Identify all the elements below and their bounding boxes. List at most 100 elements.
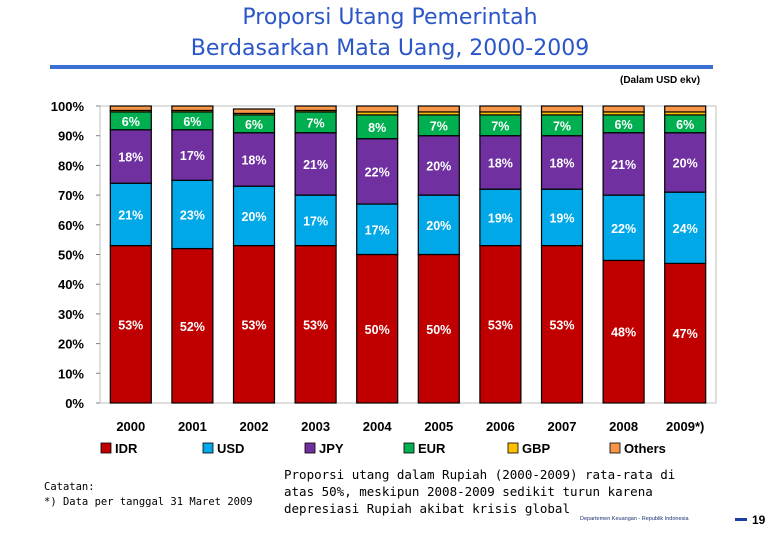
data-label-eur: 8% (368, 121, 386, 135)
data-label-eur: 6% (245, 118, 263, 132)
data-label-eur: 7% (307, 116, 325, 130)
title-line-2: Berdasarkan Mata Uang, 2000-2009 (190, 36, 590, 61)
data-label-idr: 50% (365, 323, 390, 337)
bar-usd (417, 194, 460, 256)
bar-idr (171, 247, 214, 404)
footnote: Catatan: *) Data per tanggal 31 Maret 20… (44, 480, 253, 510)
bar-usd (479, 188, 522, 247)
bar-idr (664, 262, 707, 404)
data-label-idr: 50% (426, 323, 451, 337)
bar-jpy (417, 135, 460, 196)
x-tick-label: 2000 (116, 419, 145, 434)
department-label: Departemen Keuangan - Republik Indonesia (580, 516, 689, 522)
legend-swatch-others (609, 442, 621, 454)
bar-others (417, 105, 460, 113)
bar-idr (294, 244, 337, 404)
data-label-idr: 48% (611, 326, 636, 340)
page-number: 19 (752, 513, 766, 527)
x-tick-label: 2007 (548, 419, 577, 434)
y-tick-label: 20% (58, 337, 84, 352)
bar-others (232, 108, 276, 115)
x-tick-label: 2004 (363, 419, 393, 434)
data-label-idr: 53% (303, 318, 328, 332)
caption-text: Proporsi utang dalam Rupiah (2000-2009) … (284, 467, 676, 516)
legend-label-gbp: GBP (522, 441, 551, 456)
bar-others (602, 105, 645, 113)
data-label-usd: 24% (673, 222, 698, 236)
data-label-idr: 47% (673, 327, 698, 341)
data-label-idr: 53% (241, 318, 266, 332)
bar-jpy (294, 132, 337, 196)
data-label-idr: 53% (488, 318, 513, 332)
y-tick-label: 60% (58, 218, 84, 233)
bar-usd (540, 188, 584, 247)
y-tick-label: 10% (58, 366, 84, 381)
footnote-text: *) Data per tanggal 31 Maret 2009 (44, 496, 253, 508)
bar-others (109, 105, 152, 112)
legend-swatch-eur (403, 442, 415, 454)
bar-idr (479, 244, 522, 404)
bar-idr (232, 244, 276, 404)
bar-usd (109, 182, 152, 247)
x-tick-label: 2009*) (666, 419, 704, 434)
bar-jpy (109, 129, 152, 184)
data-label-usd: 21% (118, 208, 143, 222)
legend-swatch-gbp (507, 442, 519, 454)
bar-jpy (540, 135, 584, 190)
y-tick-label: 40% (58, 277, 84, 292)
data-label-usd: 20% (426, 219, 451, 233)
x-tick-label: 2002 (240, 419, 269, 434)
bar-usd (294, 194, 337, 247)
legend-swatch-jpy (304, 442, 316, 454)
data-label-jpy: 18% (118, 150, 143, 164)
y-tick-label: 30% (58, 307, 84, 322)
legend-label-jpy: JPY (319, 441, 344, 456)
bar-others (540, 105, 584, 113)
title-divider (50, 65, 713, 69)
data-label-eur: 7% (553, 119, 571, 133)
data-label-usd: 20% (241, 210, 266, 224)
y-tick-label: 70% (58, 188, 84, 203)
x-tick-label: 2008 (609, 419, 638, 434)
bar-jpy (232, 132, 276, 187)
data-label-eur: 7% (491, 119, 509, 133)
data-label-idr: 52% (180, 320, 205, 334)
y-tick-label: 100% (51, 99, 85, 114)
title-line-1: Proporsi Utang Pemerintah (242, 5, 538, 30)
data-label-usd: 17% (303, 214, 328, 228)
legend-label-idr: IDR (115, 441, 138, 456)
y-tick-label: 0% (65, 396, 84, 411)
legend-swatch-idr (100, 442, 112, 454)
data-label-usd: 19% (488, 211, 513, 225)
data-label-usd: 19% (549, 211, 574, 225)
footer-dash (735, 518, 747, 521)
data-label-jpy: 20% (673, 156, 698, 170)
data-label-idr: 53% (118, 318, 143, 332)
bar-others (171, 105, 214, 112)
bar-usd (356, 203, 399, 256)
y-tick-label: 80% (58, 158, 84, 173)
data-label-jpy: 17% (180, 149, 205, 163)
bar-idr (602, 259, 645, 404)
bar-others (294, 105, 337, 112)
data-label-jpy: 21% (303, 158, 328, 172)
data-label-jpy: 20% (426, 159, 451, 173)
bar-jpy (171, 129, 214, 181)
bar-usd (232, 185, 276, 247)
data-label-jpy: 21% (611, 158, 636, 172)
bar-others (664, 105, 707, 113)
bar-usd (664, 191, 707, 265)
y-tick-label: 50% (58, 248, 84, 263)
footnote-heading: Catatan: (44, 481, 95, 493)
data-label-eur: 6% (615, 118, 633, 132)
bar-idr (540, 244, 584, 404)
x-tick-label: 2005 (424, 419, 453, 434)
legend-label-usd: USD (217, 441, 244, 456)
legend-label-eur: EUR (418, 441, 446, 456)
legend-swatch-usd (202, 442, 214, 454)
y-tick-label: 90% (58, 129, 84, 144)
data-label-jpy: 18% (549, 156, 574, 170)
bar-others (356, 105, 399, 113)
slide-title: Proporsi Utang Pemerintah Berdasarkan Ma… (0, 2, 780, 64)
data-label-jpy: 22% (365, 165, 390, 179)
